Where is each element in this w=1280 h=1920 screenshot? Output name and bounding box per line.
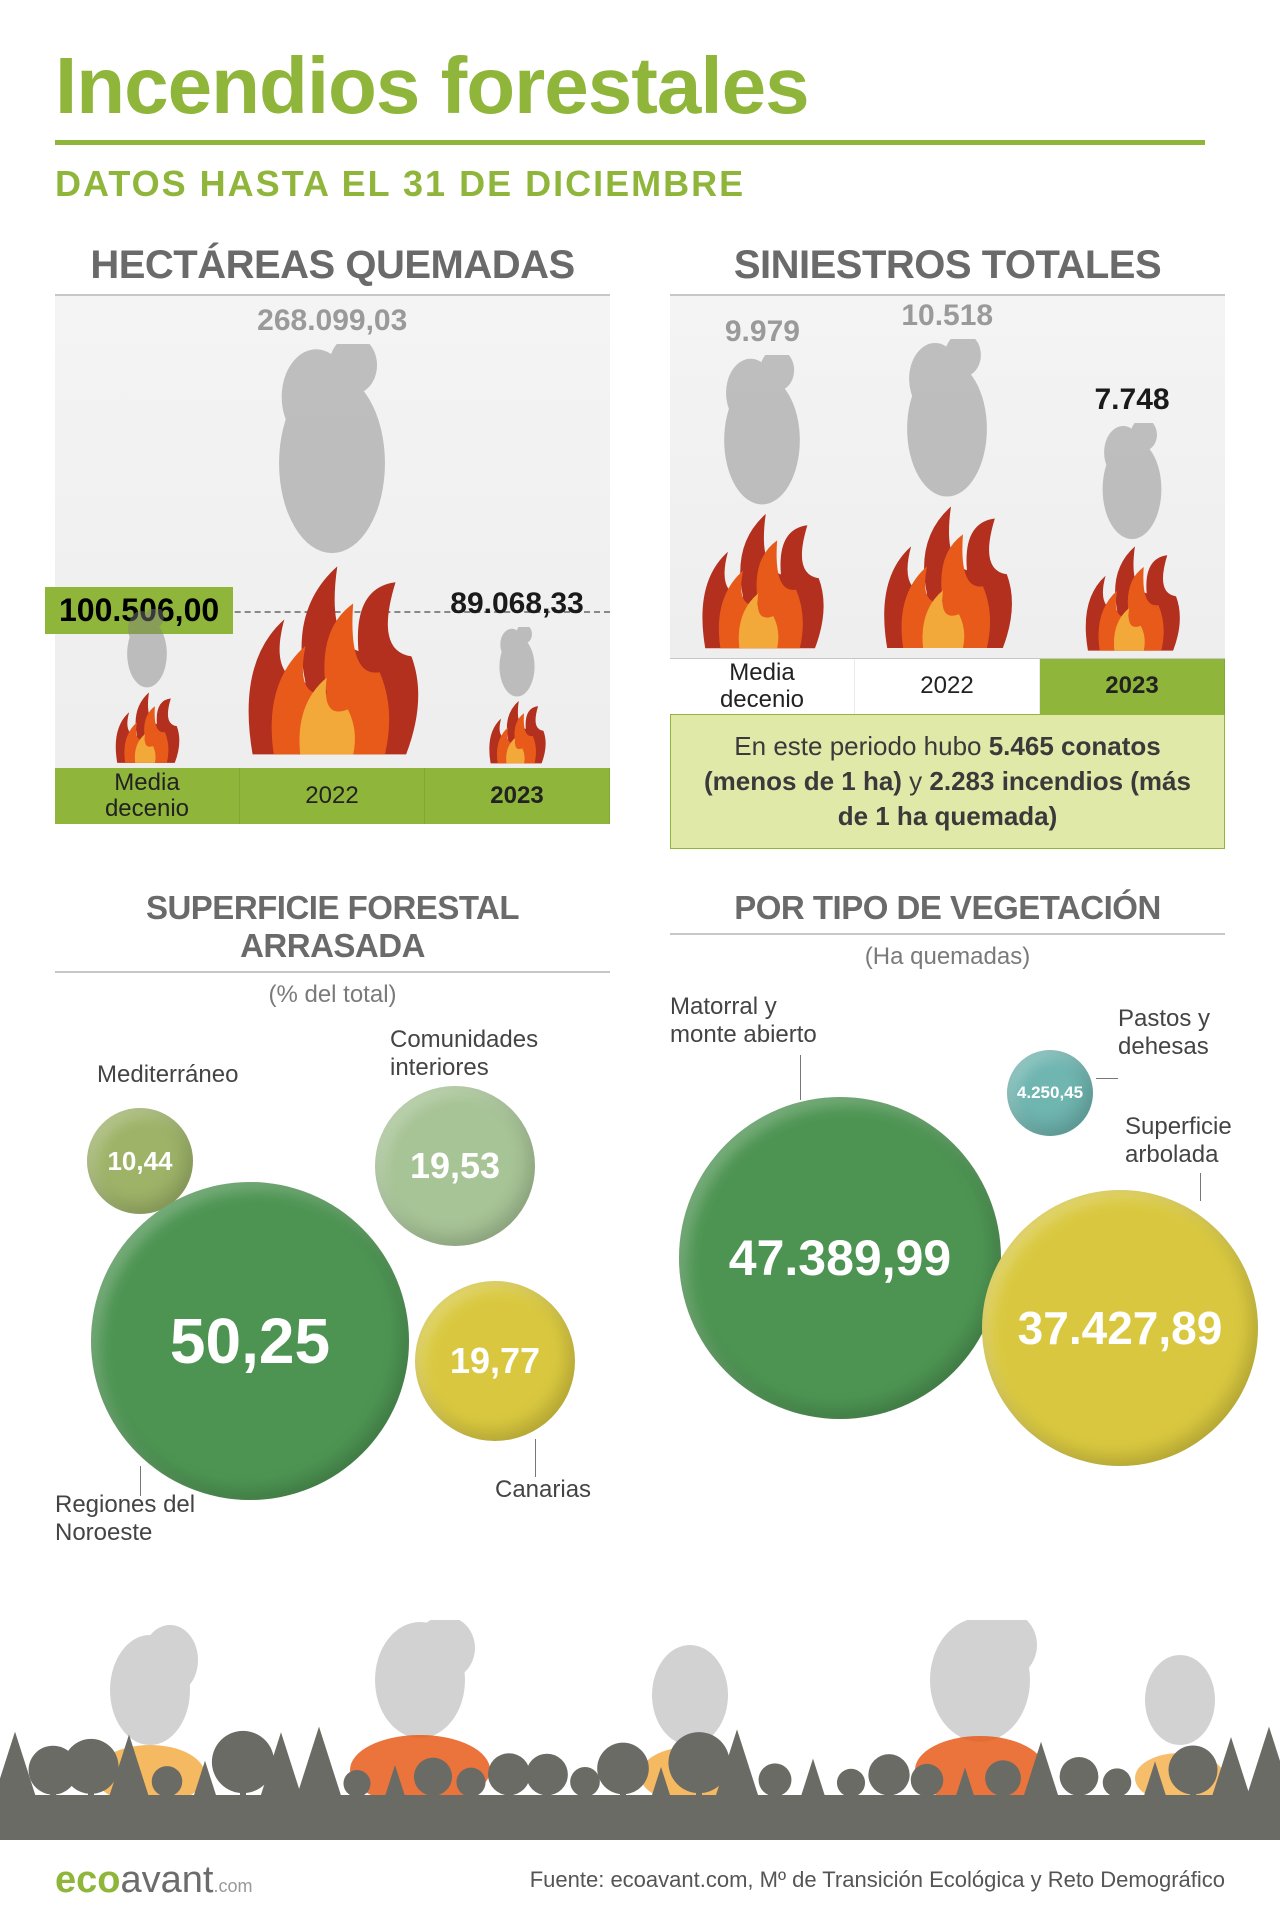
title-underline — [55, 140, 1205, 145]
bar-value-label: 89.068,33 — [425, 587, 610, 621]
xaxis-label: Mediadecenio — [670, 659, 855, 714]
logo-avant: avant — [120, 1859, 213, 1901]
superficie-title: SUPERFICIE FORESTAL ARRASADA — [55, 889, 610, 965]
hectareas-chart: HECTÁREAS QUEMADAS 100.506,00 268.099,03… — [55, 243, 610, 849]
bubble-label: Pastos y dehesas — [1118, 1005, 1225, 1060]
bar-value-label: 268.099,03 — [240, 304, 425, 338]
bubble-label: Mediterráneo — [97, 1061, 238, 1089]
bar-value-label: 7.748 — [1040, 383, 1225, 417]
logo-dotcom: .com — [213, 1876, 252, 1896]
bubble-value: 10,44 — [107, 1146, 172, 1177]
xaxis-label: 2023 — [1040, 659, 1225, 714]
vegetacion-sub: (Ha quemadas) — [670, 943, 1225, 971]
superficie-sub: (% del total) — [55, 981, 610, 1009]
bubble: 19,53 — [375, 1086, 535, 1246]
header: Incendios forestales DATOS HASTA EL 31 D… — [0, 0, 1280, 223]
bubble-label: Comunidades interiores — [390, 1026, 570, 1081]
footer-bar: ecoavant.com Fuente: ecoavant.com, Mº de… — [0, 1840, 1280, 1920]
bubble: 50,25 — [91, 1182, 409, 1500]
fire-icon — [471, 627, 562, 768]
superficie-bubble-area: 10,44Mediterráneo50,25Regiones del Noroe… — [55, 1021, 610, 1491]
logo: ecoavant.com — [55, 1859, 252, 1902]
footer-graphic — [0, 1620, 1280, 1840]
bubble-value: 19,53 — [410, 1145, 500, 1187]
subtitle: DATOS HASTA EL 31 DE DICIEMBRE — [55, 163, 1225, 205]
leader-line — [800, 1055, 801, 1100]
bubble: 4.250,45 — [1007, 1050, 1093, 1136]
leader-line — [1200, 1173, 1201, 1201]
xaxis-label: 2022 — [240, 768, 425, 824]
fire-icon — [195, 344, 470, 768]
rule — [55, 971, 610, 973]
siniestros-chart: SINIESTROS TOTALES 9.979 10.518 7.748 — [670, 243, 1225, 849]
leader-line — [1096, 1078, 1118, 1079]
superficie-chart: SUPERFICIE FORESTAL ARRASADA (% del tota… — [55, 889, 610, 1491]
bubble: 19,77 — [415, 1281, 575, 1441]
hectareas-panel: 100.506,00 268.099,03 89.068,33 Mediad — [55, 294, 610, 824]
vegetacion-chart: POR TIPO DE VEGETACIÓN (Ha quemadas) 47.… — [670, 889, 1225, 1491]
bubble-label: Canarias — [495, 1476, 591, 1504]
siniestros-note: En este periodo hubo 5.465 conatos (meno… — [670, 714, 1225, 849]
infographic-container: Incendios forestales DATOS HASTA EL 31 D… — [0, 0, 1280, 1920]
source-text: Fuente: ecoavant.com, Mº de Transición E… — [530, 1867, 1225, 1893]
top-charts-row: HECTÁREAS QUEMADAS 100.506,00 268.099,03… — [0, 223, 1280, 849]
bubble-value: 47.389,99 — [729, 1229, 951, 1287]
bubble-charts-row: SUPERFICIE FORESTAL ARRASADA (% del tota… — [0, 849, 1280, 1491]
bubble-label: Regiones del Noroeste — [55, 1491, 235, 1546]
bubble-value: 50,25 — [170, 1304, 330, 1378]
rule — [670, 933, 1225, 935]
bubble-label: Superficie arbolada — [1125, 1113, 1232, 1168]
xaxis-label: Mediadecenio — [55, 768, 240, 824]
hectareas-title: HECTÁREAS QUEMADAS — [55, 243, 610, 288]
hectareas-xaxis: Mediadecenio20222023 — [55, 768, 610, 824]
bubble: 47.389,99 — [679, 1097, 1001, 1419]
leader-line — [535, 1439, 536, 1477]
siniestros-panel: 9.979 10.518 7.748 Mediadecenio20222023 — [670, 294, 1225, 714]
bubble-label: Matorral y monte abierto — [670, 993, 850, 1048]
bubble-value: 37.427,89 — [1018, 1301, 1223, 1355]
fire-icon — [96, 609, 199, 768]
bar-value-label: 9.979 — [670, 315, 855, 349]
leader-line — [140, 1466, 141, 1496]
hectareas-bars: 268.099,03 89.068,33 — [55, 296, 610, 768]
vegetacion-title: POR TIPO DE VEGETACIÓN — [670, 889, 1225, 927]
fire-icon — [1056, 423, 1209, 658]
fire-icon — [844, 339, 1051, 658]
siniestros-xaxis: Mediadecenio20222023 — [670, 658, 1225, 714]
bubble: 37.427,89 — [982, 1190, 1258, 1466]
bubble-value: 19,77 — [450, 1340, 540, 1382]
xaxis-label: 2023 — [425, 768, 610, 824]
siniestros-bars: 9.979 10.518 7.748 — [670, 296, 1225, 658]
main-title: Incendios forestales — [55, 40, 1225, 132]
fire-icon — [664, 355, 861, 658]
bubble-value: 4.250,45 — [1017, 1083, 1083, 1103]
vegetacion-bubble-area: 47.389,99 Matorral y monte abierto 4.250,4… — [670, 983, 1225, 1453]
logo-eco: eco — [55, 1859, 120, 1901]
siniestros-title: SINIESTROS TOTALES — [670, 243, 1225, 288]
xaxis-label: 2022 — [855, 659, 1040, 714]
bar-value-label: 10.518 — [855, 299, 1040, 333]
